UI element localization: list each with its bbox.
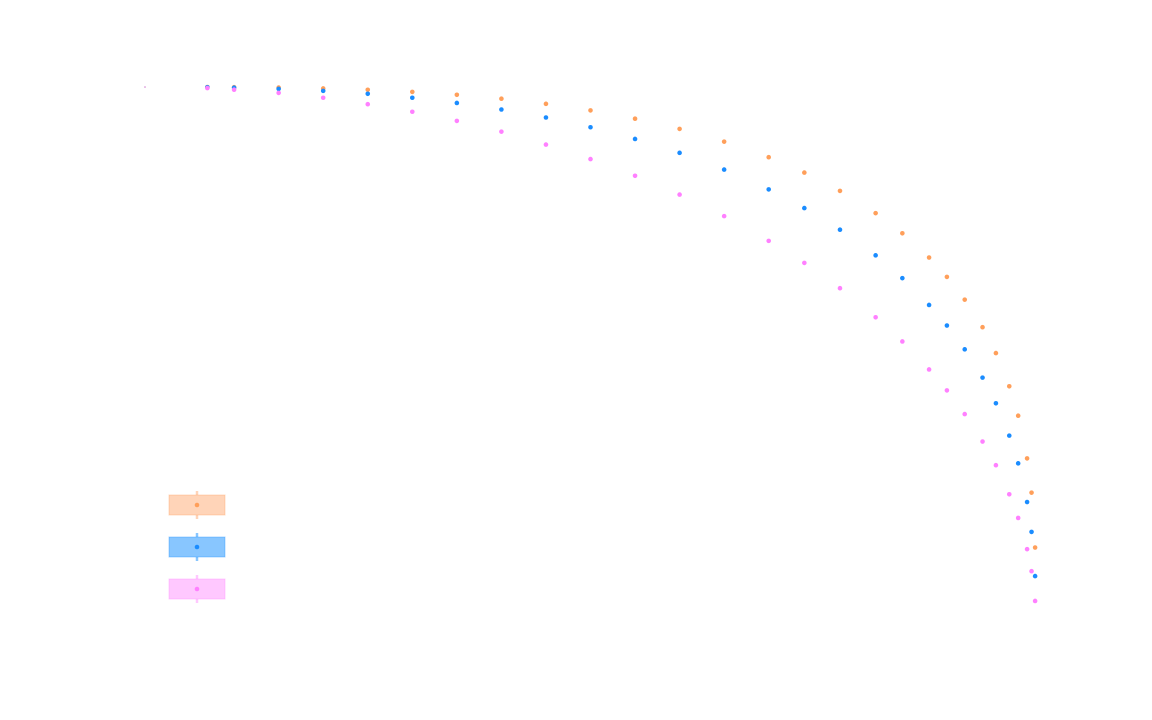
series-2-point	[873, 314, 878, 320]
series-2-point	[980, 439, 985, 444]
series-0-point	[993, 350, 999, 356]
series-0-point	[410, 89, 415, 95]
series-0-point	[766, 154, 771, 160]
series-0-point	[873, 210, 878, 216]
series-2-point	[1024, 546, 1030, 552]
legend-marker	[194, 502, 200, 508]
series-1-point	[499, 107, 504, 112]
series-1-point	[677, 150, 682, 156]
series-2-point	[802, 260, 807, 266]
series-1-point	[588, 124, 593, 130]
series-2-point	[962, 411, 968, 417]
series-1-point	[926, 302, 932, 308]
series-0-point	[944, 274, 950, 280]
series-0-point	[365, 87, 371, 93]
series-2-point	[1015, 515, 1021, 521]
series-0-point	[677, 126, 682, 132]
series-0-point	[721, 139, 727, 144]
series-0-point	[1006, 383, 1012, 389]
series-2-point	[632, 173, 638, 179]
series-0-point	[900, 230, 905, 236]
legend-entry-0	[168, 491, 226, 519]
series-1-point	[962, 347, 968, 352]
series-0-point	[588, 108, 593, 113]
series-1-point	[365, 91, 371, 97]
series-2-point	[231, 87, 237, 92]
series-2-point	[499, 129, 504, 134]
series-0-point	[980, 324, 985, 330]
series-0-point	[543, 101, 549, 107]
series-1-point	[944, 323, 950, 328]
series-2-point	[837, 285, 843, 291]
series-1-point	[993, 400, 999, 406]
plot-area	[144, 84, 1038, 604]
series-2-point	[677, 192, 682, 197]
series-2-point	[588, 156, 593, 162]
legend-marker	[194, 544, 200, 550]
corner-marker	[144, 86, 146, 88]
series-0-point	[802, 170, 807, 175]
series-1-point	[1029, 529, 1034, 535]
series-0-point	[1029, 490, 1034, 495]
series-2-point	[1006, 491, 1012, 497]
series-2-point	[276, 90, 281, 96]
legend-entry-2	[168, 575, 226, 603]
series-0-point	[499, 96, 504, 102]
series-0-point	[1024, 456, 1030, 461]
series-1-point	[837, 227, 843, 233]
series-1-point	[721, 167, 727, 172]
series-2-point	[454, 118, 460, 124]
series-1-point	[410, 95, 415, 101]
series-0-point	[1032, 545, 1038, 550]
series-2-point	[543, 142, 549, 147]
series-2-point	[721, 213, 727, 219]
series-1-point	[454, 100, 460, 106]
series-2-point	[1029, 568, 1034, 574]
series-1-point	[802, 205, 807, 211]
series-2-point	[365, 101, 371, 107]
series-2-point	[900, 339, 905, 344]
series-0-point	[837, 188, 843, 194]
series-0-point	[454, 92, 460, 98]
series-2-point	[410, 109, 415, 115]
series-2-point	[766, 238, 771, 244]
series-2-point	[1032, 598, 1038, 604]
series-1-point	[1032, 573, 1038, 579]
series-2-point	[926, 367, 932, 372]
legend-marker	[194, 586, 200, 592]
series-1-point	[276, 86, 281, 92]
series-1-point	[873, 253, 878, 258]
series-0-point	[1015, 413, 1021, 419]
series-2-point	[944, 388, 950, 393]
series-1-point	[980, 375, 985, 380]
series-1-point	[320, 88, 326, 94]
legend	[168, 491, 226, 603]
series-0-point	[962, 297, 968, 302]
series-2-point	[320, 95, 326, 101]
series-1-point	[543, 115, 549, 120]
series-1-point	[632, 136, 638, 142]
series-2-point	[205, 85, 210, 91]
legend-entry-1	[168, 533, 226, 561]
series-1-point	[766, 187, 771, 192]
series-1-point	[900, 275, 905, 281]
series-1-point	[1015, 461, 1021, 466]
series-1-point	[1024, 499, 1030, 505]
series-0-point	[632, 116, 638, 121]
series-1-point	[1006, 433, 1012, 438]
series-2-point	[993, 462, 999, 468]
series-0-point	[926, 255, 932, 260]
